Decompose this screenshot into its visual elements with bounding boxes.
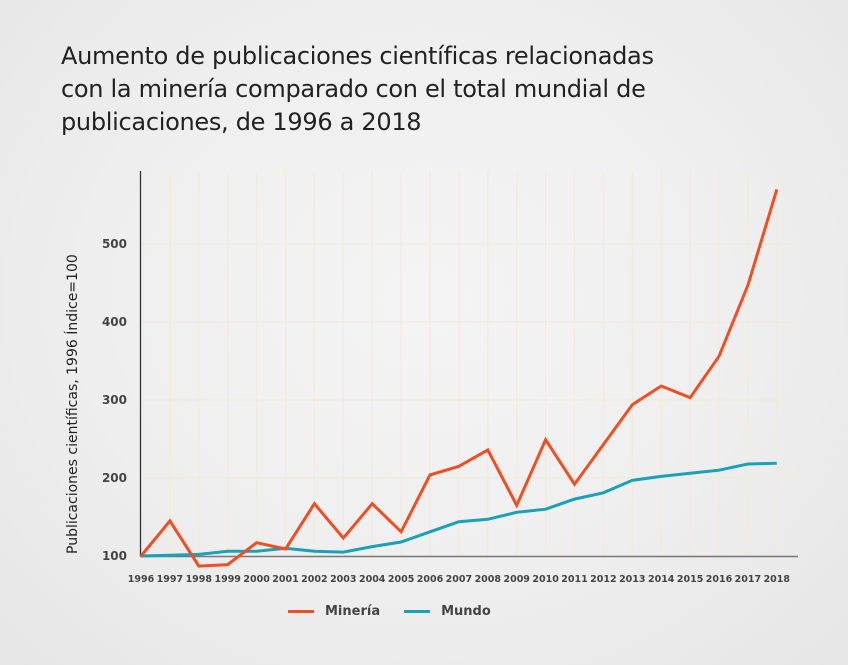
x-tick-label: 2005 — [388, 574, 414, 585]
x-tick-label: 2014 — [648, 574, 675, 585]
x-tick-label: 2015 — [677, 574, 703, 585]
chart-title-line: Aumento de publicaciones científicas rel… — [61, 42, 654, 70]
x-tick-label: 1997 — [157, 574, 183, 585]
x-tick-label: 1996 — [128, 574, 155, 585]
x-tick-label: 2006 — [417, 574, 444, 585]
series-lines — [139, 188, 779, 568]
x-tick-label: 2012 — [590, 574, 616, 585]
y-tick-label: 200 — [102, 471, 127, 485]
y-tick-label: 300 — [102, 393, 127, 407]
x-tick-label: 2003 — [330, 574, 356, 585]
x-tick-label: 2018 — [764, 574, 791, 585]
legend-label: Minería — [325, 604, 381, 619]
legend: Minería Mundo — [288, 604, 515, 619]
chart-title-line: publicaciones, de 1996 a 2018 — [61, 108, 422, 136]
legend-swatch — [404, 610, 431, 613]
x-tick-label: 2011 — [561, 574, 587, 585]
x-tick-label: 1998 — [186, 574, 213, 585]
x-tick-label: 2002 — [301, 574, 327, 585]
x-tick-label: 2017 — [735, 574, 761, 585]
x-tick-label: 2016 — [706, 574, 733, 585]
x-tick-label: 2004 — [359, 574, 386, 585]
x-tick-label: 2013 — [619, 574, 645, 585]
y-axis-label: Publicaciones científicas, 1996 Índice=1… — [64, 254, 81, 554]
y-tick-label: 400 — [102, 315, 127, 329]
x-tick-label: 2007 — [446, 574, 472, 585]
x-tick-label: 2001 — [272, 574, 298, 585]
x-tick-label: 2000 — [243, 574, 270, 585]
grid — [141, 171, 794, 556]
series-line-minera — [139, 188, 779, 568]
x-tick-label: 2008 — [475, 574, 502, 585]
legend-item: Minería — [288, 604, 380, 619]
y-axis-ticks: 100 200 300 400 500 — [102, 237, 127, 563]
x-tick-label: 2009 — [503, 574, 529, 585]
legend-item: Mundo — [404, 604, 491, 619]
x-axis-ticks: 1996 1997 1998 1999 2000 2001 2002 2003 2004 2005… — [128, 574, 791, 585]
y-tick-label: 100 — [102, 549, 127, 563]
x-tick-label: 2010 — [532, 574, 559, 585]
legend-label: Mundo — [441, 604, 491, 619]
chart-title-line: con la minería comparado con el total mu… — [61, 75, 646, 103]
x-tick-label: 1999 — [214, 574, 240, 585]
axes — [139, 171, 798, 558]
legend-swatch — [288, 610, 314, 613]
chart-title: Aumento de publicaciones científicas rel… — [61, 40, 801, 139]
y-tick-label: 500 — [102, 237, 127, 251]
